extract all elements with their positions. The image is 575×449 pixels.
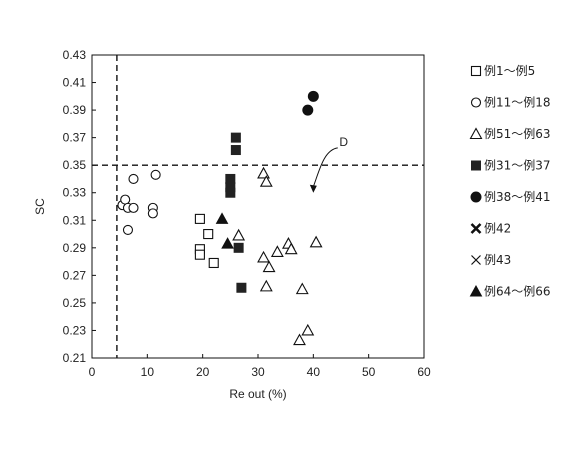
y-tick-label: 0.43	[63, 48, 87, 62]
y-tick-label: 0.29	[63, 241, 87, 255]
y-tick-label: 0.31	[63, 213, 87, 227]
x-tick-label: 50	[362, 365, 376, 379]
data-point	[297, 284, 308, 294]
y-tick-label: 0.25	[63, 296, 87, 310]
data-point	[308, 91, 318, 101]
legend-marker	[472, 67, 481, 76]
y-tick-label: 0.33	[63, 186, 87, 200]
legend-marker	[472, 256, 481, 265]
data-point	[204, 230, 213, 239]
x-tick-label: 10	[141, 365, 155, 379]
data-point	[258, 168, 269, 178]
data-point	[209, 258, 218, 267]
legend-label: 例38～例41	[484, 190, 551, 204]
legend-item: 例64～例66	[471, 285, 551, 299]
x-tick-label: 60	[417, 365, 431, 379]
annotation-d: D	[310, 135, 349, 193]
data-point	[217, 213, 228, 223]
y-tick-label: 0.23	[63, 323, 87, 337]
data-point	[261, 281, 272, 291]
y-tick-label: 0.39	[63, 103, 87, 117]
data-point	[151, 170, 160, 179]
legend-marker	[472, 98, 481, 107]
x-axis-title: Re out (%)	[229, 387, 286, 401]
y-tick-label: 0.41	[63, 76, 87, 90]
data-point	[222, 238, 233, 248]
legend-label: 例43	[484, 253, 511, 267]
plot-frame	[92, 55, 424, 358]
y-tick-label: 0.35	[63, 158, 87, 172]
series-1	[195, 214, 218, 267]
legend-label: 例11～例18	[484, 96, 551, 110]
data-point	[123, 225, 132, 234]
x-tick-label: 30	[251, 365, 265, 379]
legend-item: 例42	[472, 222, 512, 236]
y-tick-label: 0.37	[63, 131, 87, 145]
legend-label: 例31～例37	[484, 159, 551, 173]
data-point	[303, 105, 313, 115]
legend-label: 例42	[484, 222, 511, 236]
data-point	[311, 237, 322, 247]
legend-marker	[472, 161, 481, 170]
data-point	[129, 203, 138, 212]
data-point	[148, 209, 157, 218]
x-tick-label: 0	[89, 365, 96, 379]
annotation-label: D	[339, 135, 348, 149]
data-point	[195, 214, 204, 223]
data-point	[226, 174, 235, 183]
legend-marker	[471, 286, 482, 296]
annotation-arrow	[313, 148, 337, 187]
data-point	[258, 252, 269, 262]
series-8	[217, 213, 234, 248]
legend-marker	[471, 192, 481, 202]
data-point	[237, 283, 246, 292]
legend: 例1～例5 例11～例18 例51～例63 例31～例37 例38～例41 例42 例43 例…	[471, 64, 551, 299]
data-point	[121, 195, 130, 204]
y-tick-label: 0.21	[63, 351, 87, 365]
axis-ticks: 0 10 20 30 40 50 60 0.21 0.23 0.25 0.27 0.29 0.31 0.3…	[63, 48, 431, 379]
x-tick-label: 20	[196, 365, 210, 379]
data-point	[272, 246, 283, 256]
legend-marker	[471, 129, 482, 139]
legend-item: 例51～例63	[471, 127, 551, 141]
data-point	[302, 325, 313, 335]
data-point	[294, 335, 305, 345]
legend-label: 例1～例5	[484, 64, 535, 78]
legend-item: 例38～例41	[471, 190, 551, 204]
data-points	[118, 91, 322, 344]
legend-item: 例43	[472, 253, 512, 267]
annotation-arrowhead	[310, 185, 317, 193]
reference-lines	[92, 55, 424, 358]
data-point	[231, 146, 240, 155]
series-3	[233, 168, 321, 345]
plot-border	[92, 55, 424, 358]
series-4	[226, 133, 246, 292]
legend-label: 例64～例66	[484, 285, 551, 299]
y-axis-title: SC	[33, 198, 47, 215]
data-point	[234, 243, 243, 252]
data-point	[233, 230, 244, 240]
x-tick-label: 40	[307, 365, 321, 379]
y-tick-label: 0.27	[63, 268, 87, 282]
legend-item: 例31～例37	[472, 159, 551, 173]
legend-marker	[472, 224, 481, 233]
data-point	[129, 174, 138, 183]
legend-item: 例1～例5	[472, 64, 536, 78]
legend-item: 例11～例18	[472, 96, 551, 110]
data-point	[264, 262, 275, 272]
series-2	[118, 170, 160, 234]
data-point	[231, 133, 240, 142]
series-5	[303, 91, 319, 115]
legend-label: 例51～例63	[484, 127, 551, 141]
data-point	[195, 250, 204, 259]
data-point	[226, 188, 235, 197]
